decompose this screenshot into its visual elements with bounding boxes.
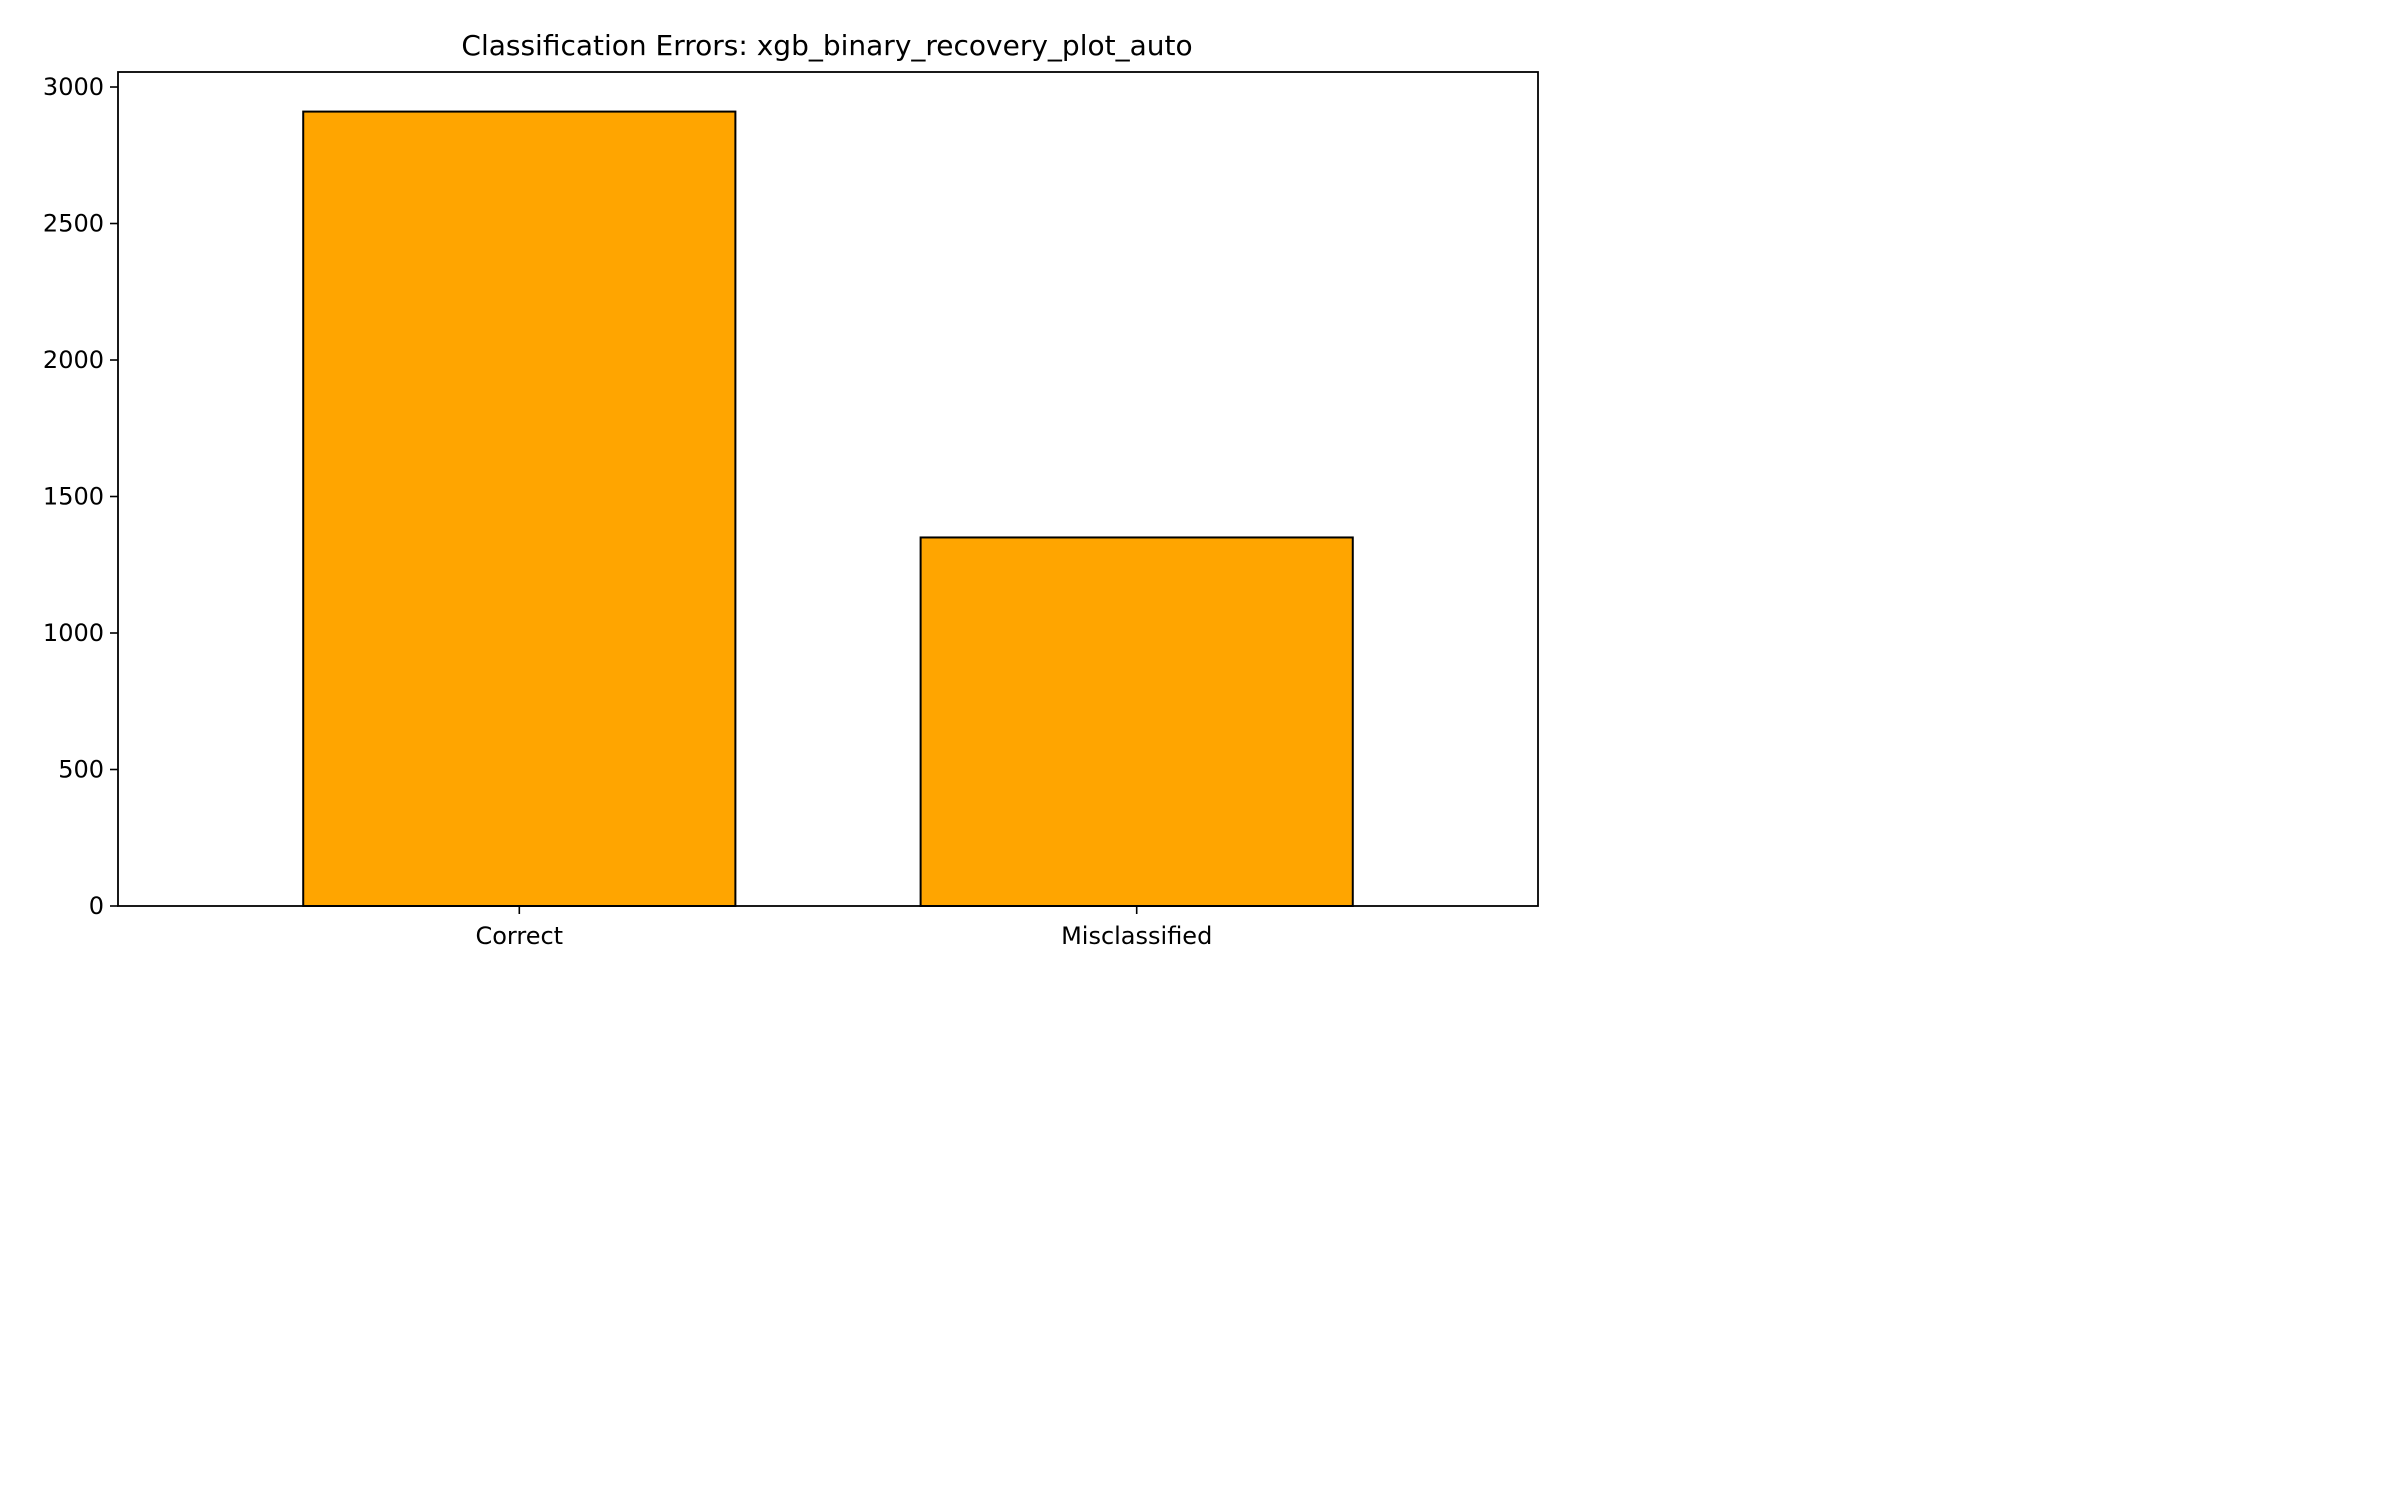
y-tick-label: 2000: [43, 346, 104, 374]
y-tick-label: 0: [89, 892, 104, 920]
chart-root: Classification Errors: xgb_binary_recove…: [0, 0, 1568, 980]
chart-title: Classification Errors: xgb_binary_recove…: [461, 29, 1192, 62]
y-tick-label: 2500: [43, 210, 104, 238]
plot-area: Correct Misclassified 0 500 1000 1500 2000 2500…: [43, 71, 1539, 950]
x-tick-label: Correct: [475, 922, 563, 950]
y-tick-label: 1500: [43, 483, 104, 511]
x-tick-label: Misclassified: [1061, 922, 1212, 950]
bar-chart: Classification Errors: xgb_binary_recove…: [0, 0, 1568, 980]
axes-frame: [117, 71, 1539, 907]
y-tick-label: 500: [58, 756, 104, 784]
bar-correct: [302, 110, 737, 907]
bar-misclassified: [919, 536, 1354, 907]
y-tick-label: 1000: [43, 619, 104, 647]
y-tick-label: 3000: [43, 73, 104, 101]
